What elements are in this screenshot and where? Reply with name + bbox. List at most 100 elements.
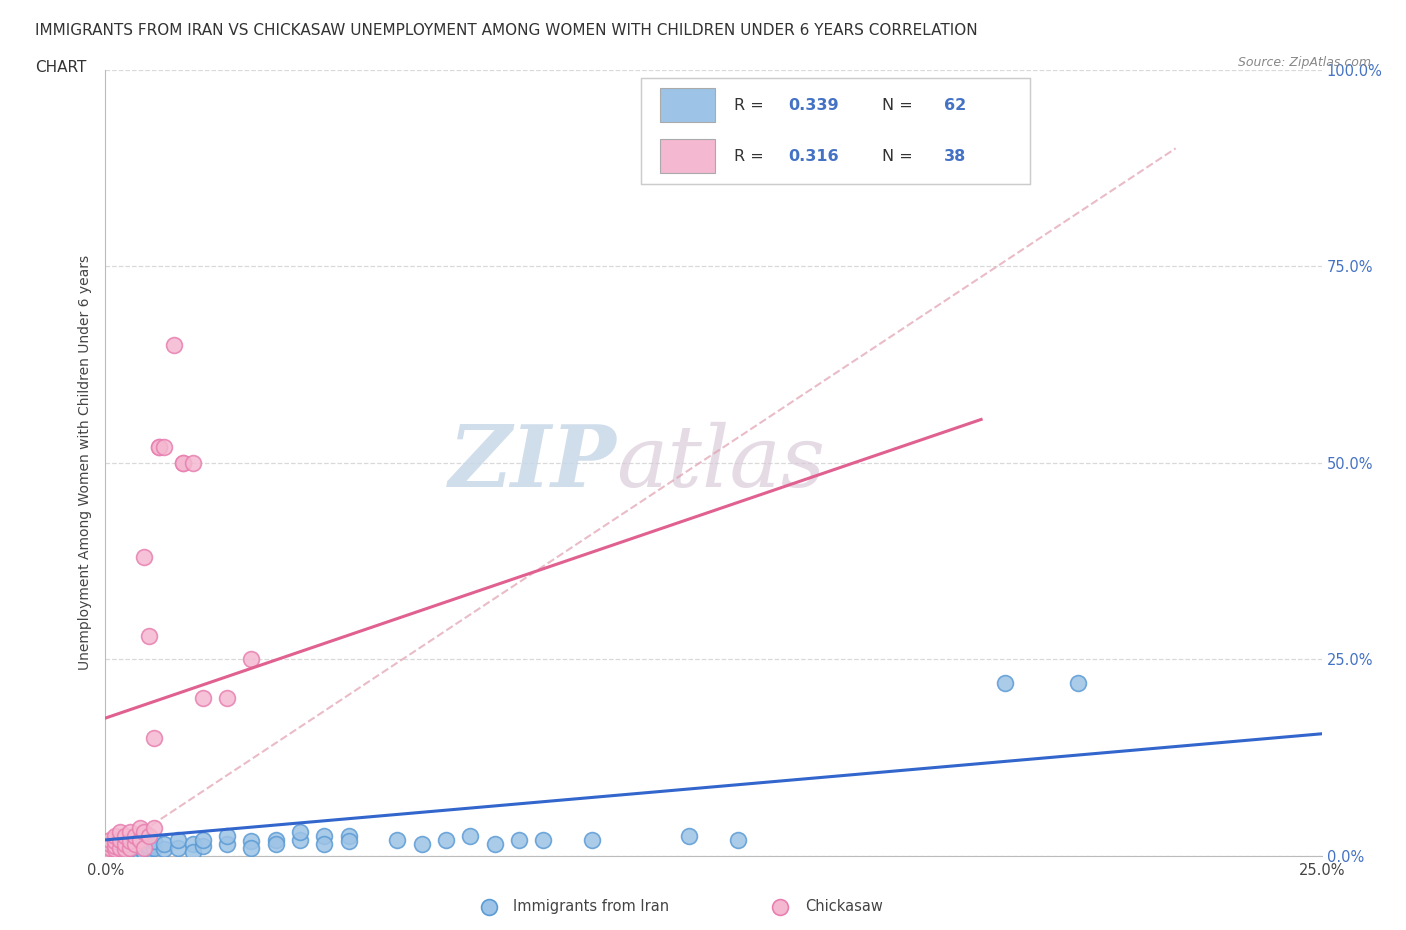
Point	[98, 832, 121, 847]
Point	[143, 841, 166, 856]
Point	[531, 832, 554, 847]
Point	[162, 338, 184, 352]
Point	[337, 834, 360, 849]
Point	[181, 836, 204, 851]
Point	[118, 834, 141, 849]
Point	[143, 834, 166, 849]
Point	[124, 839, 146, 854]
Point	[148, 440, 170, 455]
Text: Immigrants from Iran: Immigrants from Iran	[513, 899, 669, 914]
Point	[484, 836, 506, 851]
Point	[217, 691, 239, 706]
Point	[1067, 675, 1090, 690]
Point	[143, 820, 166, 835]
Point	[134, 836, 156, 851]
Point	[240, 834, 263, 849]
Point	[118, 841, 141, 856]
Point	[191, 691, 214, 706]
Point	[167, 841, 190, 856]
Point	[128, 832, 150, 847]
Point	[98, 841, 121, 856]
Point	[108, 836, 131, 851]
Point	[114, 841, 136, 856]
Point	[387, 832, 409, 847]
Point	[172, 456, 194, 471]
Point	[264, 832, 287, 847]
Point	[138, 842, 160, 857]
Point	[240, 652, 263, 667]
Text: atlas: atlas	[616, 421, 825, 504]
Point	[191, 839, 214, 854]
Point	[508, 832, 530, 847]
Point	[104, 829, 127, 844]
Point	[104, 842, 127, 857]
Point	[104, 844, 127, 859]
Point	[434, 832, 457, 847]
Point	[128, 820, 150, 835]
Point	[153, 842, 176, 857]
Point	[128, 841, 150, 856]
Point	[217, 836, 239, 851]
Point	[108, 832, 131, 847]
Point	[104, 842, 127, 857]
Point	[217, 829, 239, 844]
Point	[118, 832, 141, 847]
Point	[264, 836, 287, 851]
Point	[98, 842, 121, 857]
Point	[181, 844, 204, 859]
Point	[581, 832, 603, 847]
Point	[172, 456, 194, 471]
Text: ZIP: ZIP	[449, 421, 616, 504]
Point	[108, 844, 131, 859]
Point	[114, 829, 136, 844]
Point	[337, 829, 360, 844]
Point	[118, 841, 141, 856]
Point	[138, 628, 160, 643]
Y-axis label: Unemployment Among Women with Children Under 6 years: Unemployment Among Women with Children U…	[79, 255, 93, 671]
Point	[124, 842, 146, 857]
Point	[114, 836, 136, 851]
Point	[98, 844, 121, 859]
Point	[181, 456, 204, 471]
Point	[134, 844, 156, 859]
Point	[124, 834, 146, 849]
Point	[104, 839, 127, 854]
Point	[98, 841, 121, 856]
Point	[114, 836, 136, 851]
Point	[288, 825, 311, 840]
Point	[678, 829, 700, 844]
Point	[314, 836, 336, 851]
Point	[994, 675, 1017, 690]
Point	[134, 825, 156, 840]
Point	[104, 834, 127, 849]
Point	[134, 841, 156, 856]
Point	[191, 832, 214, 847]
Point	[108, 832, 131, 847]
Point	[727, 832, 749, 847]
Point	[114, 842, 136, 857]
Point	[104, 834, 127, 849]
Text: Source: ZipAtlas.com: Source: ZipAtlas.com	[1237, 56, 1371, 69]
Point	[167, 832, 190, 847]
Point	[153, 440, 176, 455]
Point	[314, 829, 336, 844]
Point	[118, 825, 141, 840]
Point	[108, 841, 131, 856]
Point	[148, 440, 170, 455]
Point	[153, 836, 176, 851]
Point	[143, 730, 166, 745]
Point	[114, 844, 136, 859]
Text: IMMIGRANTS FROM IRAN VS CHICKASAW UNEMPLOYMENT AMONG WOMEN WITH CHILDREN UNDER 6: IMMIGRANTS FROM IRAN VS CHICKASAW UNEMPL…	[35, 23, 977, 38]
Point	[458, 829, 481, 844]
Point	[138, 829, 160, 844]
Point	[138, 839, 160, 854]
Point	[108, 825, 131, 840]
Point	[288, 832, 311, 847]
Point	[240, 841, 263, 856]
Text: Chickasaw: Chickasaw	[804, 899, 883, 914]
Point	[124, 836, 146, 851]
Text: CHART: CHART	[35, 60, 87, 75]
Point	[128, 844, 150, 859]
Point	[98, 836, 121, 851]
Point	[98, 844, 121, 859]
